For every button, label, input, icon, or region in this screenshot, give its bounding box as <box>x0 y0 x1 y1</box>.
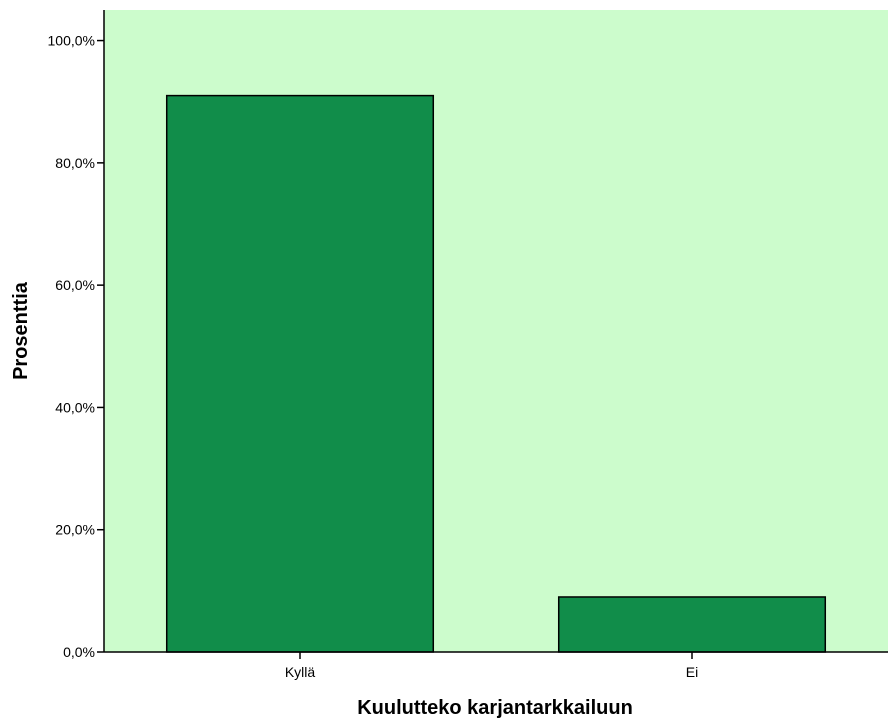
x-axis-title: Kuulutteko karjantarkkailuun <box>357 697 633 719</box>
x-tick-label: Kyllä <box>285 664 316 680</box>
y-tick-label: 80,0% <box>55 155 95 171</box>
y-tick-label: 40,0% <box>55 399 95 415</box>
y-tick-label: 0,0% <box>63 644 95 660</box>
y-ticks-group: 0,0% 20,0% 40,0% 60,0% 80,0% 100,0% <box>48 33 104 660</box>
bar-ei <box>557 596 827 653</box>
y-tick-label: 60,0% <box>55 277 95 293</box>
y-axis-title: Prosenttia <box>10 281 32 380</box>
bar-kylla <box>165 94 435 653</box>
x-ticks-group: Kyllä Ei <box>285 652 698 680</box>
y-tick-label: 20,0% <box>55 522 95 538</box>
x-tick-label: Ei <box>686 664 698 680</box>
bars-group <box>165 94 827 653</box>
y-tick-label: 100,0% <box>48 33 95 49</box>
